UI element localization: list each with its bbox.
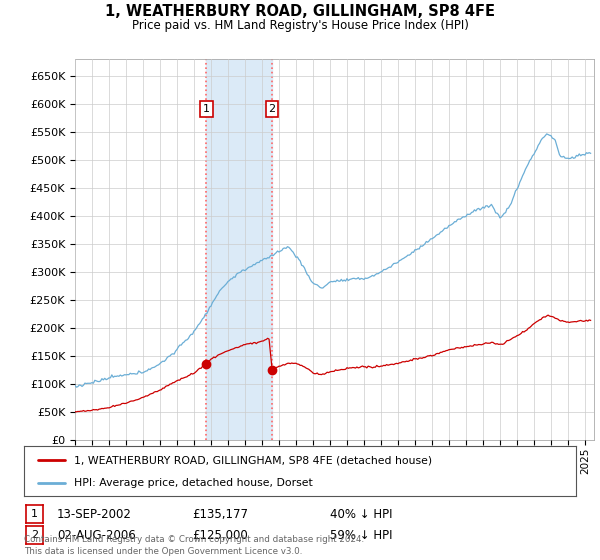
Text: 2: 2 (268, 104, 275, 114)
Text: HPI: Average price, detached house, Dorset: HPI: Average price, detached house, Dors… (74, 478, 313, 488)
Text: 1: 1 (31, 509, 38, 519)
Text: 13-SEP-2002: 13-SEP-2002 (57, 507, 132, 521)
Text: 1, WEATHERBURY ROAD, GILLINGHAM, SP8 4FE: 1, WEATHERBURY ROAD, GILLINGHAM, SP8 4FE (105, 4, 495, 19)
Text: 1: 1 (203, 104, 210, 114)
Text: £135,177: £135,177 (192, 507, 248, 521)
Text: 59% ↓ HPI: 59% ↓ HPI (330, 529, 392, 542)
Bar (206, 59, 272, 440)
Text: 40% ↓ HPI: 40% ↓ HPI (330, 507, 392, 521)
Text: 1, WEATHERBURY ROAD, GILLINGHAM, SP8 4FE (detached house): 1, WEATHERBURY ROAD, GILLINGHAM, SP8 4FE… (74, 455, 432, 465)
Text: Contains HM Land Registry data © Crown copyright and database right 2024.
This d: Contains HM Land Registry data © Crown c… (24, 535, 364, 556)
Text: 02-AUG-2006: 02-AUG-2006 (57, 529, 136, 542)
Text: £125,000: £125,000 (192, 529, 248, 542)
Text: Price paid vs. HM Land Registry's House Price Index (HPI): Price paid vs. HM Land Registry's House … (131, 19, 469, 32)
Text: 2: 2 (31, 530, 38, 540)
